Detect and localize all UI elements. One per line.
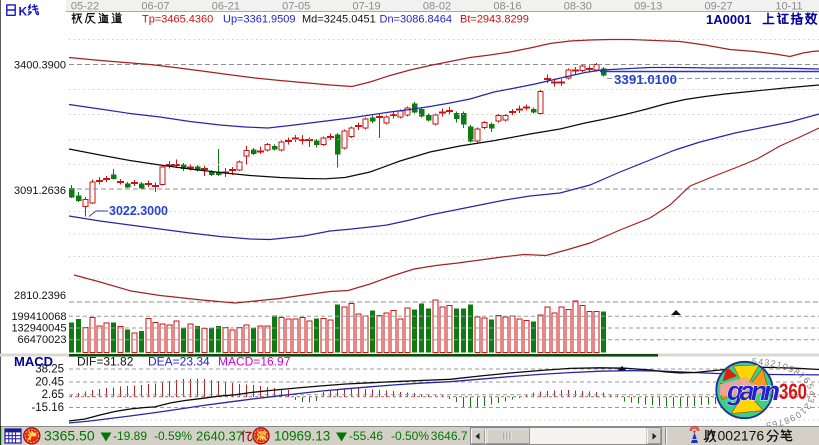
svg-text:08-16: 08-16 (493, 1, 521, 13)
svg-text:-0.59%: -0.59% (154, 429, 192, 443)
svg-text:002176: 002176 (718, 428, 765, 444)
svg-text:20.45: 20.45 (35, 377, 64, 389)
svg-text:07-19: 07-19 (353, 1, 381, 13)
svg-text:06-07: 06-07 (141, 1, 169, 13)
svg-text:-15.16: -15.16 (31, 402, 64, 414)
svg-text:3400.3900: 3400.3900 (14, 60, 66, 72)
svg-text:1A0001: 1A0001 (706, 12, 752, 27)
svg-text:-0.50%: -0.50% (391, 429, 429, 443)
svg-text:05-22: 05-22 (71, 1, 99, 13)
svg-text:07-05: 07-05 (282, 1, 310, 13)
svg-text:10-11: 10-11 (775, 1, 802, 13)
svg-text:-55.46: -55.46 (349, 429, 383, 443)
svg-text:Tp=3465.4360: Tp=3465.4360 (142, 14, 213, 26)
svg-text:08-02: 08-02 (423, 1, 451, 13)
svg-text:MACD=16.97: MACD=16.97 (218, 355, 291, 369)
svg-text:Md=3245.0451: Md=3245.0451 (302, 14, 376, 26)
svg-text:66470023: 66470023 (18, 334, 67, 346)
svg-text:2810.2396: 2810.2396 (14, 290, 66, 302)
svg-text:38.25: 38.25 (35, 364, 64, 376)
svg-text:06-21: 06-21 (212, 1, 240, 13)
svg-text:DIF=31.82: DIF=31.82 (77, 355, 134, 369)
svg-text:DEA=23.34: DEA=23.34 (148, 355, 210, 369)
svg-text:gann: gann (726, 376, 780, 406)
svg-text:Bt=2943.8299: Bt=2943.8299 (460, 14, 529, 26)
svg-text:3391.0100: 3391.0100 (614, 73, 677, 87)
svg-text:-19.89: -19.89 (113, 429, 147, 443)
svg-text:3091.2636: 3091.2636 (14, 185, 66, 197)
svg-text:09-13: 09-13 (634, 1, 662, 13)
svg-text:132940045: 132940045 (11, 323, 66, 335)
svg-text:MACD: MACD (14, 354, 53, 369)
svg-text:2640.37: 2640.37 (196, 429, 243, 444)
svg-text:Dn=3086.8464: Dn=3086.8464 (380, 14, 452, 26)
svg-text:09-27: 09-27 (705, 1, 733, 13)
svg-text:10969.13: 10969.13 (274, 429, 330, 444)
svg-text:3646.7: 3646.7 (431, 429, 468, 443)
svg-text:2.65: 2.65 (42, 389, 64, 401)
svg-text:K: K (19, 5, 28, 19)
svg-text:360: 360 (779, 379, 807, 404)
svg-text:08-30: 08-30 (564, 1, 592, 13)
svg-text:199410068: 199410068 (11, 311, 66, 323)
svg-text:3365.50: 3365.50 (44, 428, 95, 444)
svg-text:Up=3361.9509: Up=3361.9509 (223, 14, 295, 26)
svg-text:3022.3000: 3022.3000 (109, 204, 168, 218)
